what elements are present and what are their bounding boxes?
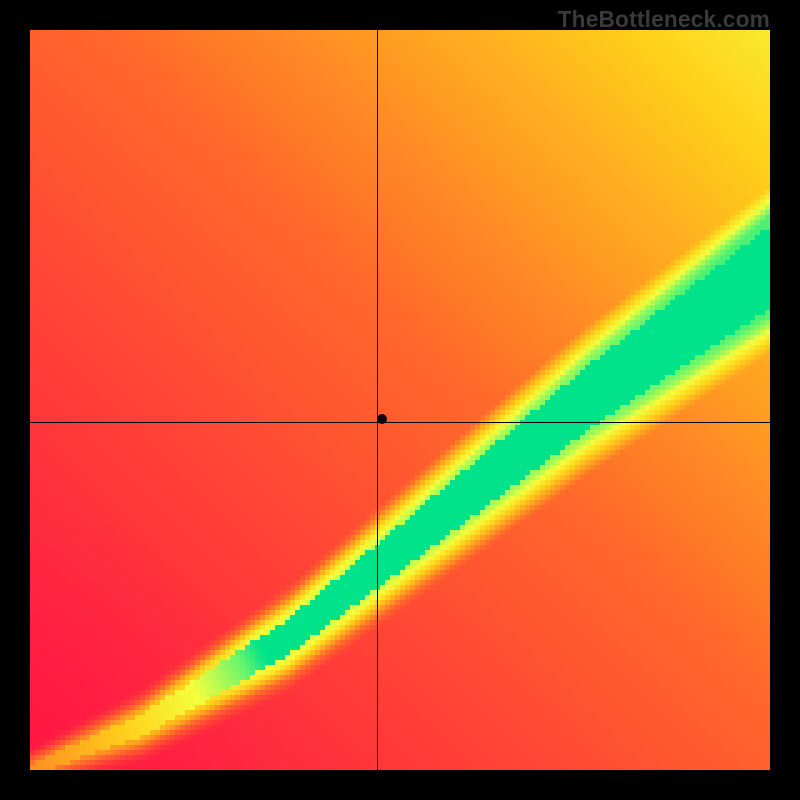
watermark-text: TheBottleneck.com [558,6,770,33]
crosshair-vertical [377,30,378,770]
bottleneck-heatmap [30,30,770,770]
crosshair-horizontal [30,422,770,423]
crosshair-marker [377,414,387,424]
